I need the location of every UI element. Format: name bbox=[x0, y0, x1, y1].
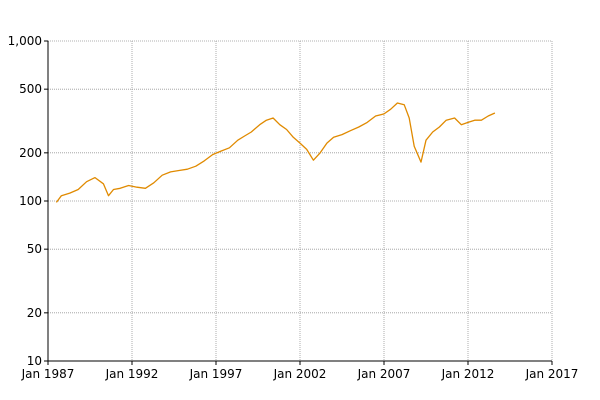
y-tick-label: 100 bbox=[19, 194, 42, 208]
y-tick-label: 50 bbox=[27, 242, 42, 256]
y-tick-label: 10 bbox=[27, 354, 42, 368]
y-tick-label: 20 bbox=[27, 306, 42, 320]
x-tick-label: Jan 2002 bbox=[273, 367, 327, 381]
y-tick-label: 200 bbox=[19, 146, 42, 160]
x-tick-label: Jan 1992 bbox=[105, 367, 159, 381]
x-tick-label: Jan 2012 bbox=[441, 367, 495, 381]
y-tick-label: 1,000 bbox=[8, 34, 42, 48]
y-tick-label: 500 bbox=[19, 82, 42, 96]
x-tick-label: Jan 1987 bbox=[21, 367, 75, 381]
series-line bbox=[55, 102, 496, 203]
x-tick-label: Jan 2017 bbox=[525, 367, 579, 381]
x-tick-label: Jan 2007 bbox=[357, 367, 411, 381]
x-tick-label: Jan 1997 bbox=[189, 367, 243, 381]
